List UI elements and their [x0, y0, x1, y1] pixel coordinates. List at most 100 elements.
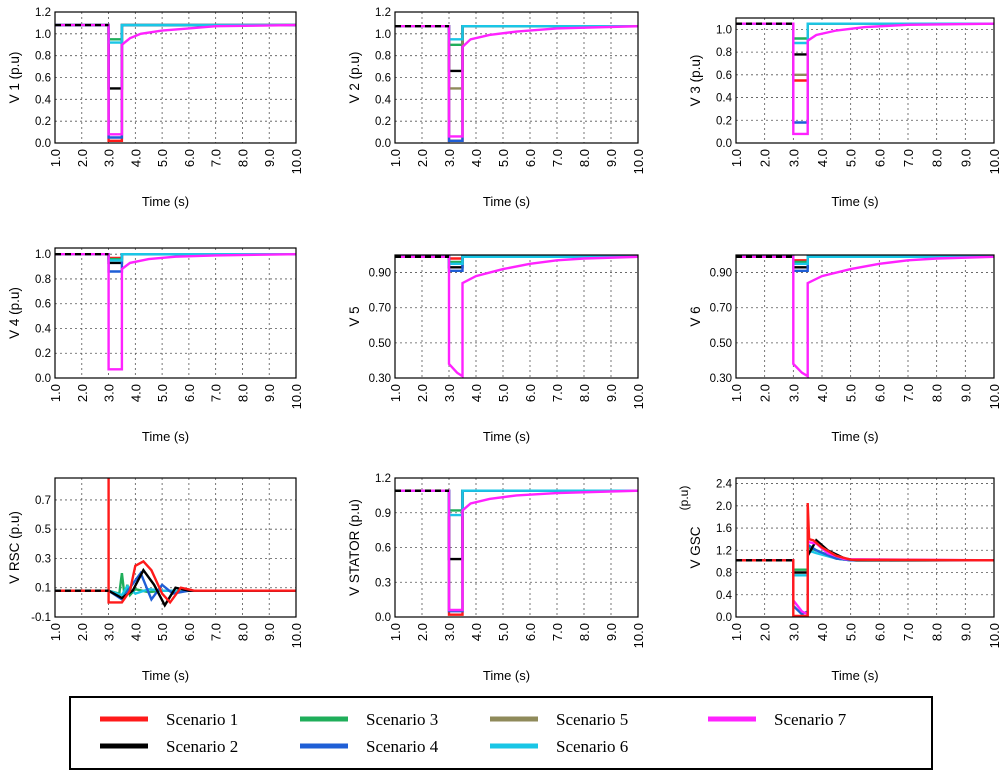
series-line — [736, 502, 994, 617]
x-tick-label: 3.0 — [442, 149, 457, 167]
x-axis-label: Time (s) — [831, 429, 878, 444]
y-tick-label: 0.2 — [716, 115, 732, 127]
panel-v6: 1.0 2.0 3.0 4.0 5.0 6.0 7.0 8.0 9.0 10.0 0.30 0.50 0… — [688, 254, 1002, 444]
y-tick-label: 1.0 — [35, 249, 51, 261]
y-tick-label: 0.90 — [710, 268, 732, 280]
x-tick-label: 9.0 — [604, 384, 619, 402]
y-tick-label: 0.5 — [35, 524, 51, 536]
x-axis-label: Time (s) — [831, 668, 878, 683]
x-tick-label: 8.0 — [577, 623, 592, 641]
x-tick-label: 6.0 — [182, 149, 197, 167]
x-tick-label: 1.0 — [48, 149, 63, 167]
x-tick-label: 9.0 — [604, 149, 619, 167]
panel-v4: 1.0 2.0 3.0 4.0 5.0 6.0 7.0 8.0 9.0 10.0 0.0 0.2 0.4… — [7, 247, 304, 444]
x-tick-label: 2.0 — [415, 149, 430, 167]
x-tick-label: 9.0 — [958, 623, 973, 641]
x-tick-label: 8.0 — [930, 149, 945, 167]
x-tick-label: 5.0 — [155, 623, 170, 641]
x-tick-label: 10.0 — [289, 149, 304, 174]
plot-area — [55, 248, 296, 378]
plot-frame — [735, 254, 995, 379]
x-tick-label: 5.0 — [155, 149, 170, 167]
y-axis-label: V 1 (p.u) — [7, 52, 22, 104]
y-tick-label: 0.4 — [716, 93, 733, 105]
x-tick-label: 1.0 — [48, 384, 63, 402]
x-tick-label: 4.0 — [469, 623, 484, 641]
x-tick-label: 8.0 — [235, 149, 250, 167]
series-line — [55, 252, 296, 371]
x-tick-label: 10.0 — [289, 384, 304, 409]
x-tick-label: 8.0 — [577, 384, 592, 402]
y-tick-label: 0.8 — [35, 274, 51, 286]
panel-v-gsc: 1.0 2.0 3.0 4.0 5.0 6.0 7.0 8.0 9.0 10.0 0.0 0.4 0.8… — [677, 477, 1002, 683]
x-tick-label: 3.0 — [102, 623, 117, 641]
x-axis-label: Time (s) — [142, 668, 189, 683]
y-tick-label: 0.7 — [35, 495, 51, 507]
x-tick-label: 4.0 — [815, 623, 830, 641]
x-tick-label: 2.0 — [758, 149, 773, 167]
y-tick-label: 0.6 — [375, 73, 391, 85]
x-tick-label: 6.0 — [523, 384, 538, 402]
y-axis-label: V 5 — [347, 306, 362, 326]
x-tick-label: 10.0 — [987, 623, 1002, 648]
legend-label: Scenario 2 — [166, 737, 238, 756]
series-line — [395, 25, 638, 138]
x-tick-label: 6.0 — [182, 623, 197, 641]
y-tick-label: 0.0 — [375, 138, 391, 150]
plot-area — [736, 255, 994, 378]
y-tick-label: 0.3 — [375, 577, 391, 589]
y-tick-label: 0.3 — [35, 553, 51, 565]
legend-label: Scenario 1 — [166, 710, 238, 729]
x-tick-label: 8.0 — [577, 149, 592, 167]
x-tick-label: 2.0 — [415, 623, 430, 641]
plot-frame — [735, 477, 995, 618]
plot-frame — [394, 11, 639, 144]
y-tick-label: 1.0 — [375, 29, 391, 41]
panel-v-rsc: 1.0 2.0 3.0 4.0 5.0 6.0 7.0 8.0 9.0 10.0 -0.1 0.1 0.… — [7, 477, 304, 683]
x-tick-label: 1.0 — [729, 384, 744, 402]
y-tick-label: 0.50 — [710, 338, 732, 350]
legend-label: Scenario 6 — [556, 737, 628, 756]
panel-v2: 1.0 2.0 3.0 4.0 5.0 6.0 7.0 8.0 9.0 10.0 0.0 0.2 0.4… — [347, 7, 646, 209]
x-tick-label: 6.0 — [523, 623, 538, 641]
x-tick-label: 2.0 — [758, 384, 773, 402]
x-tick-label: 2.0 — [75, 384, 90, 402]
x-tick-label: 7.0 — [901, 384, 916, 402]
x-tick-label: 5.0 — [496, 149, 511, 167]
y-axis-label: V RSC (p.u) — [7, 511, 22, 584]
y-axis-unit: (p.u) — [677, 486, 691, 511]
x-tick-label: 8.0 — [235, 623, 250, 641]
x-tick-label: 10.0 — [987, 384, 1002, 409]
x-tick-label: 1.0 — [388, 384, 403, 402]
y-tick-label: 0.6 — [35, 299, 51, 311]
x-tick-label: 7.0 — [209, 149, 224, 167]
y-tick-label: 0.8 — [375, 51, 391, 63]
x-tick-label: 8.0 — [930, 623, 945, 641]
series-line — [395, 489, 638, 612]
y-tick-label: 0.0 — [716, 138, 732, 150]
x-tick-label: 3.0 — [102, 149, 117, 167]
y-tick-label: 2.4 — [716, 479, 733, 491]
x-tick-label: 4.0 — [815, 384, 830, 402]
y-tick-label: 1.0 — [716, 24, 732, 36]
y-axis-label: V GSC — [688, 526, 703, 568]
y-tick-label: -0.1 — [31, 612, 51, 624]
x-tick-label: 7.0 — [550, 149, 565, 167]
x-tick-label: 4.0 — [469, 384, 484, 402]
x-tick-label: 6.0 — [182, 384, 197, 402]
x-tick-label: 1.0 — [48, 623, 63, 641]
x-axis-label: Time (s) — [483, 429, 530, 444]
panel-v5: 1.0 2.0 3.0 4.0 5.0 6.0 7.0 8.0 9.0 10.0 0.30 0.50 0… — [347, 254, 646, 444]
plot-area — [736, 478, 994, 617]
y-tick-label: 0.8 — [716, 47, 732, 59]
x-tick-label: 7.0 — [550, 384, 565, 402]
plot-frame — [54, 247, 297, 379]
y-tick-label: 0.2 — [35, 116, 51, 128]
x-tick-label: 5.0 — [496, 384, 511, 402]
y-tick-label: 1.2 — [716, 545, 732, 557]
x-axis-label: Time (s) — [831, 194, 878, 209]
x-tick-label: 9.0 — [262, 149, 277, 167]
legend-label: Scenario 7 — [774, 710, 847, 729]
legend-label: Scenario 5 — [556, 710, 628, 729]
